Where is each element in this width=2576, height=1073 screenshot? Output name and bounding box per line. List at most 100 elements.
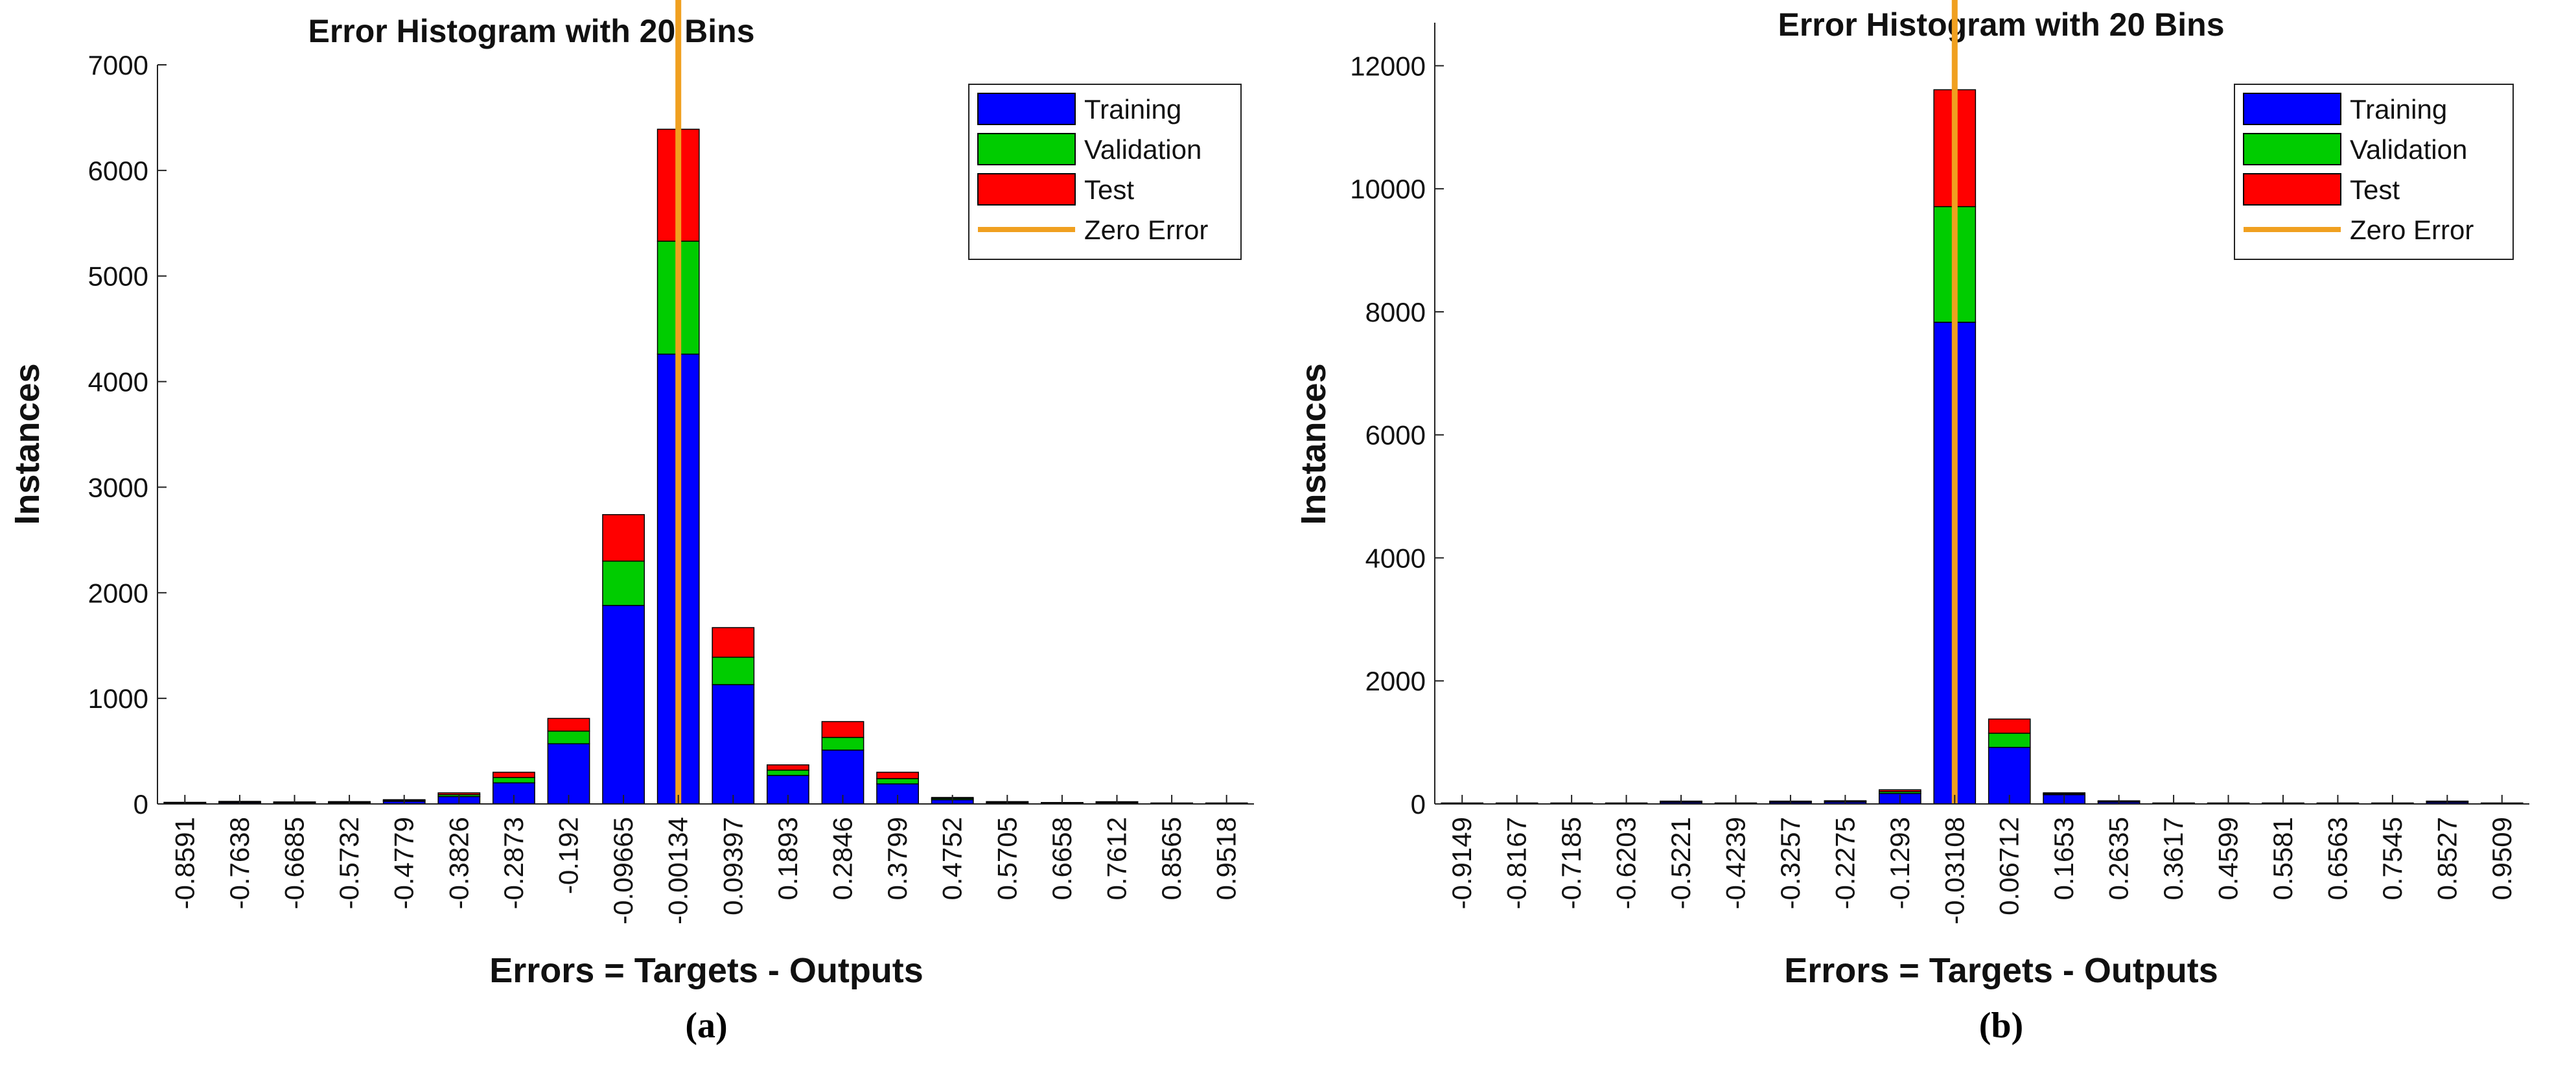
x-tick-label: -0.7638 bbox=[224, 817, 255, 909]
x-tick-label: 0.8565 bbox=[1156, 817, 1187, 900]
x-tick-label: -0.2873 bbox=[498, 817, 529, 909]
bar-test-8 bbox=[602, 514, 645, 562]
y-tick-label: 5000 bbox=[88, 261, 148, 292]
bar-training-10 bbox=[712, 684, 755, 805]
legend-swatch-training bbox=[2243, 93, 2341, 125]
x-tick-label: 0.9509 bbox=[2487, 817, 2517, 900]
bar-training-10 bbox=[1988, 746, 2031, 805]
bar-validation-8 bbox=[602, 560, 645, 606]
bar-test-7 bbox=[547, 718, 590, 732]
plot-area: 0 2000 4000 6000 8000 10000 12000 -0.9149 -0.816… bbox=[1350, 0, 2529, 925]
legend-label: Zero Error bbox=[1084, 215, 1208, 245]
x-tick-label: -0.1293 bbox=[1885, 817, 1915, 909]
bar-test-12 bbox=[821, 721, 864, 738]
bar-training-8 bbox=[602, 605, 645, 805]
x-tick-label: 0.3617 bbox=[2158, 817, 2188, 900]
x-tick-label: -0.00134 bbox=[663, 817, 693, 925]
histogram-chart-a: Error Histogram with 20 Bins Instances E… bbox=[8, 0, 1254, 1046]
x-tick-label: -0.8591 bbox=[169, 817, 200, 909]
chart-title: Error Histogram with 20 Bins bbox=[308, 13, 754, 49]
y-tick-label: 12000 bbox=[1350, 51, 1426, 81]
bar-validation-10 bbox=[712, 656, 755, 685]
bar-test-10 bbox=[1988, 718, 2031, 734]
chart-title: Error Histogram with 20 Bins bbox=[1778, 6, 2224, 43]
x-tick-label: -0.6685 bbox=[279, 817, 310, 909]
x-tick-label: 0.5581 bbox=[2268, 817, 2298, 900]
y-tick-label: 4000 bbox=[1365, 543, 1426, 573]
x-tick-label: 0.09397 bbox=[717, 817, 748, 915]
bar-validation-11 bbox=[767, 770, 809, 776]
x-tick-label: 0.7612 bbox=[1102, 817, 1132, 900]
bar-test-8 bbox=[1878, 789, 1921, 792]
histogram-chart-b: Error Histogram with 20 Bins Instances E… bbox=[1294, 0, 2529, 1046]
y-tick-label: 10000 bbox=[1350, 174, 1426, 204]
bar-test-13 bbox=[876, 772, 919, 779]
x-tick-label: 0.4752 bbox=[937, 817, 968, 900]
x-tick-label: -0.5732 bbox=[334, 817, 364, 909]
legend-swatch-validation bbox=[977, 133, 1076, 165]
x-tick-label: 0.06712 bbox=[1994, 817, 2025, 915]
legend-label: Training bbox=[1084, 94, 1181, 124]
x-tick-label: 0.5705 bbox=[992, 817, 1022, 900]
x-tick-label: -0.5221 bbox=[1665, 817, 1696, 909]
legend-swatch-test bbox=[2243, 173, 2341, 206]
panel-label: (a) bbox=[685, 1006, 727, 1046]
y-tick-label: 8000 bbox=[1365, 297, 1426, 327]
legend-label: Training bbox=[2350, 94, 2447, 124]
panel-label: (b) bbox=[1979, 1006, 2023, 1046]
x-tick-label: -0.4779 bbox=[389, 817, 419, 909]
x-tick-label: -0.8167 bbox=[1502, 817, 1532, 909]
legend-swatch-training bbox=[977, 93, 1076, 125]
legend-swatch-test bbox=[977, 173, 1076, 206]
x-tick-label: 0.8527 bbox=[2431, 817, 2462, 900]
x-tick-label: -0.03108 bbox=[1939, 817, 1969, 925]
y-tick-label: 6000 bbox=[1365, 420, 1426, 451]
y-tick-label: 1000 bbox=[88, 683, 148, 714]
legend-label: Validation bbox=[1084, 134, 1201, 165]
x-tick-label: -0.2275 bbox=[1829, 817, 1860, 909]
x-tick-label: 0.2846 bbox=[828, 817, 858, 900]
bar-validation-7 bbox=[547, 730, 590, 744]
x-tick-label: 0.6658 bbox=[1047, 817, 1077, 900]
y-tick-label: 7000 bbox=[88, 50, 148, 80]
y-axis-label: Instances bbox=[8, 363, 47, 525]
x-axis-label: Errors = Targets - Outputs bbox=[489, 951, 923, 990]
x-tick-label: 0.3799 bbox=[882, 817, 912, 900]
x-tick-label: 0.4599 bbox=[2213, 817, 2244, 900]
x-tick-label: -0.192 bbox=[553, 817, 584, 894]
y-tick-label: 4000 bbox=[88, 367, 148, 397]
x-tick-label: -0.09665 bbox=[608, 817, 638, 925]
legend-label: Zero Error bbox=[2350, 215, 2474, 245]
y-tick-label: 2000 bbox=[1365, 666, 1426, 696]
y-tick-label: 3000 bbox=[88, 472, 148, 502]
x-tick-label: -0.7185 bbox=[1556, 817, 1586, 909]
y-axis-label: Instances bbox=[1294, 363, 1333, 525]
legend-label: Validation bbox=[2350, 134, 2467, 165]
x-tick-label: -0.4239 bbox=[1720, 817, 1750, 909]
legend-label: Test bbox=[1084, 174, 1134, 205]
x-tick-label: 0.1653 bbox=[2048, 817, 2079, 900]
x-tick-label: 0.2635 bbox=[2104, 817, 2134, 900]
y-tick-label: 6000 bbox=[88, 156, 148, 186]
x-tick-label: 0.7545 bbox=[2377, 817, 2408, 900]
bar-test-5 bbox=[437, 792, 481, 796]
x-tick-label: -0.6203 bbox=[1611, 817, 1642, 909]
x-tick-label: 0.1893 bbox=[772, 817, 803, 900]
x-tick-label: 0.9518 bbox=[1211, 817, 1242, 900]
bar-test-10 bbox=[712, 627, 755, 658]
plot-area: 0 1000 2000 3000 4000 5000 6000 7000 -0.8591 -0.7… bbox=[88, 0, 1254, 925]
bar-test-6 bbox=[493, 772, 535, 779]
bar-test-11 bbox=[767, 764, 809, 771]
bar-validation-12 bbox=[821, 737, 864, 751]
bar-validation-13 bbox=[876, 778, 919, 784]
y-tick-label: 0 bbox=[133, 789, 148, 819]
bar-validation-6 bbox=[493, 777, 535, 784]
x-tick-label: -0.9149 bbox=[1446, 817, 1477, 909]
x-axis-label: Errors = Targets - Outputs bbox=[1784, 951, 2218, 990]
legend-swatch-validation bbox=[2243, 133, 2341, 165]
y-tick-label: 0 bbox=[1411, 789, 1426, 819]
legend: Training Validation Test Zero Error bbox=[2234, 84, 2514, 260]
legend: Training Validation Test Zero Error bbox=[968, 84, 1242, 260]
y-tick-label: 2000 bbox=[88, 578, 148, 608]
